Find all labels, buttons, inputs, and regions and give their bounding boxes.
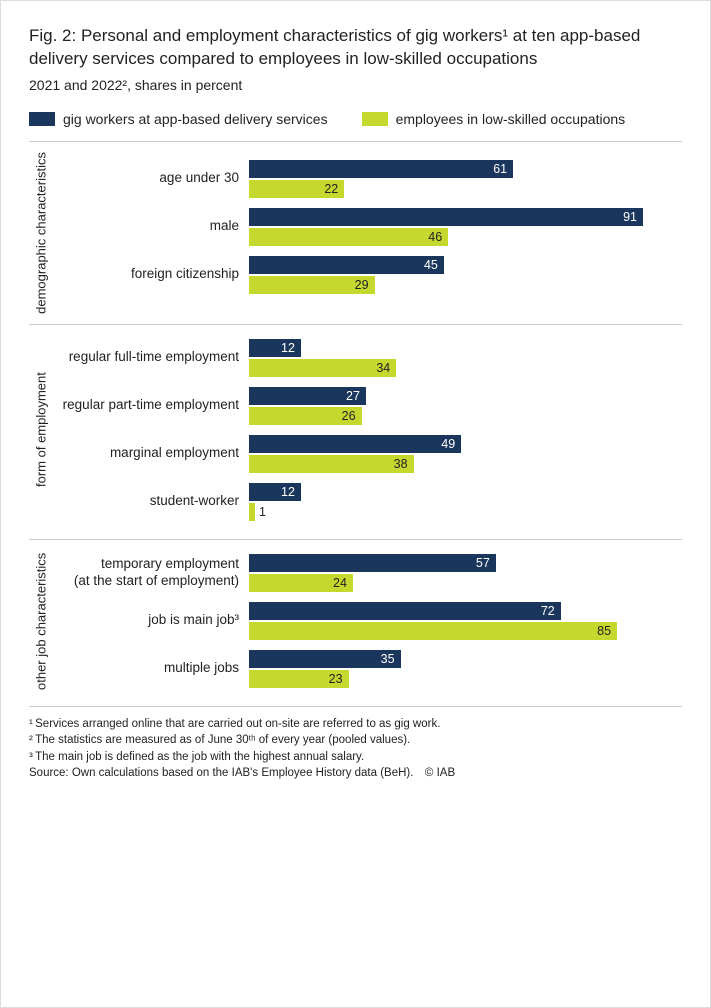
legend-label-b: employees in low-skilled occupations [396, 111, 626, 127]
legend-swatch-b [362, 112, 388, 126]
row-label: male [53, 218, 249, 235]
legend-swatch-a [29, 112, 55, 126]
section-body: age under 306122male9146foreign citizens… [53, 152, 682, 314]
section-body: temporary employment (at the start of em… [53, 546, 682, 696]
row-label: job is main job³ [53, 612, 249, 629]
bar-track: 29 [249, 276, 682, 294]
chart-row: age under 306122 [53, 158, 682, 200]
chart-row: temporary employment (at the start of em… [53, 552, 682, 594]
bar-low-skilled: 46 [249, 228, 448, 246]
chart-row: regular part-time employment2726 [53, 385, 682, 427]
chart-area: demographic characteristicsage under 306… [29, 141, 682, 707]
figure-subtitle: 2021 and 2022², shares in percent [29, 77, 682, 93]
bar-track: 85 [249, 622, 682, 640]
bar-track: 27 [249, 387, 682, 405]
bar-low-skilled: 24 [249, 574, 353, 592]
bar-track: 46 [249, 228, 682, 246]
bar-gig-workers: 49 [249, 435, 461, 453]
footnote-3: ³ The main job is defined as the job wit… [29, 750, 682, 766]
row-bars: 5724 [249, 552, 682, 594]
bar-low-skilled: 23 [249, 670, 349, 688]
bar-low-skilled: 26 [249, 407, 362, 425]
row-label: regular full-time employment [53, 349, 249, 366]
legend-label-a: gig workers at app-based delivery servic… [63, 111, 328, 127]
bar-gig-workers: 45 [249, 256, 444, 274]
bar-track: 61 [249, 160, 682, 178]
section-body: regular full-time employment1234regular … [53, 331, 682, 529]
row-bars: 1234 [249, 337, 682, 379]
bar-gig-workers: 35 [249, 650, 401, 668]
legend-item-a: gig workers at app-based delivery servic… [29, 111, 328, 127]
bar-track: 91 [249, 208, 682, 226]
bar-gig-workers: 12 [249, 339, 301, 357]
bar-track: 35 [249, 650, 682, 668]
legend-item-b: employees in low-skilled occupations [362, 111, 626, 127]
bar-track: 12 [249, 339, 682, 357]
bar-value-label: 1 [259, 505, 266, 519]
bar-gig-workers: 91 [249, 208, 643, 226]
section-label: form of employment [29, 331, 53, 529]
row-label: foreign citizenship [53, 266, 249, 283]
bar-track: 24 [249, 574, 682, 592]
row-bars: 4529 [249, 254, 682, 296]
footnote-2: ² The statistics are measured as of June… [29, 733, 682, 749]
chart-row: job is main job³7285 [53, 600, 682, 642]
chart-row: regular full-time employment1234 [53, 337, 682, 379]
footnotes: ¹ Services arranged online that are carr… [29, 717, 682, 782]
bar-track: 49 [249, 435, 682, 453]
bar-gig-workers: 72 [249, 602, 561, 620]
bar-track: 26 [249, 407, 682, 425]
bar-track: 22 [249, 180, 682, 198]
row-label: multiple jobs [53, 660, 249, 677]
bar-low-skilled: 29 [249, 276, 375, 294]
chart-row: foreign citizenship4529 [53, 254, 682, 296]
bar-low-skilled [249, 503, 255, 521]
chart-row: student-worker121 [53, 481, 682, 523]
row-bars: 9146 [249, 206, 682, 248]
chart-row: multiple jobs3523 [53, 648, 682, 690]
legend: gig workers at app-based delivery servic… [29, 111, 682, 127]
section-label: demographic characteristics [29, 152, 53, 314]
chart-section: demographic characteristicsage under 306… [29, 146, 682, 325]
bar-low-skilled: 22 [249, 180, 344, 198]
row-bars: 121 [249, 481, 682, 523]
bar-low-skilled: 85 [249, 622, 617, 640]
bar-low-skilled: 38 [249, 455, 414, 473]
bar-track: 45 [249, 256, 682, 274]
bar-gig-workers: 61 [249, 160, 513, 178]
bar-track: 57 [249, 554, 682, 572]
figure-title: Fig. 2: Personal and employment characte… [29, 25, 682, 71]
chart-row: marginal employment4938 [53, 433, 682, 475]
bar-gig-workers: 27 [249, 387, 366, 405]
row-bars: 4938 [249, 433, 682, 475]
section-label: other job characteristics [29, 546, 53, 696]
chart-section: form of employmentregular full-time empl… [29, 325, 682, 540]
row-label: student-worker [53, 493, 249, 510]
chart-row: male9146 [53, 206, 682, 248]
row-label: marginal employment [53, 445, 249, 462]
footnote-1: ¹ Services arranged online that are carr… [29, 717, 682, 733]
row-bars: 7285 [249, 600, 682, 642]
bar-gig-workers: 57 [249, 554, 496, 572]
bar-gig-workers: 12 [249, 483, 301, 501]
row-bars: 2726 [249, 385, 682, 427]
footnote-source: Source: Own calculations based on the IA… [29, 766, 682, 782]
bar-track: 12 [249, 483, 682, 501]
bar-track: 72 [249, 602, 682, 620]
row-bars: 3523 [249, 648, 682, 690]
row-label: temporary employment (at the start of em… [53, 556, 249, 590]
row-bars: 6122 [249, 158, 682, 200]
bar-track: 38 [249, 455, 682, 473]
bar-track: 34 [249, 359, 682, 377]
bar-track: 1 [249, 503, 682, 521]
bar-track: 23 [249, 670, 682, 688]
chart-section: other job characteristicstemporary emplo… [29, 540, 682, 707]
row-label: regular part-time employment [53, 397, 249, 414]
bar-low-skilled: 34 [249, 359, 396, 377]
row-label: age under 30 [53, 170, 249, 187]
